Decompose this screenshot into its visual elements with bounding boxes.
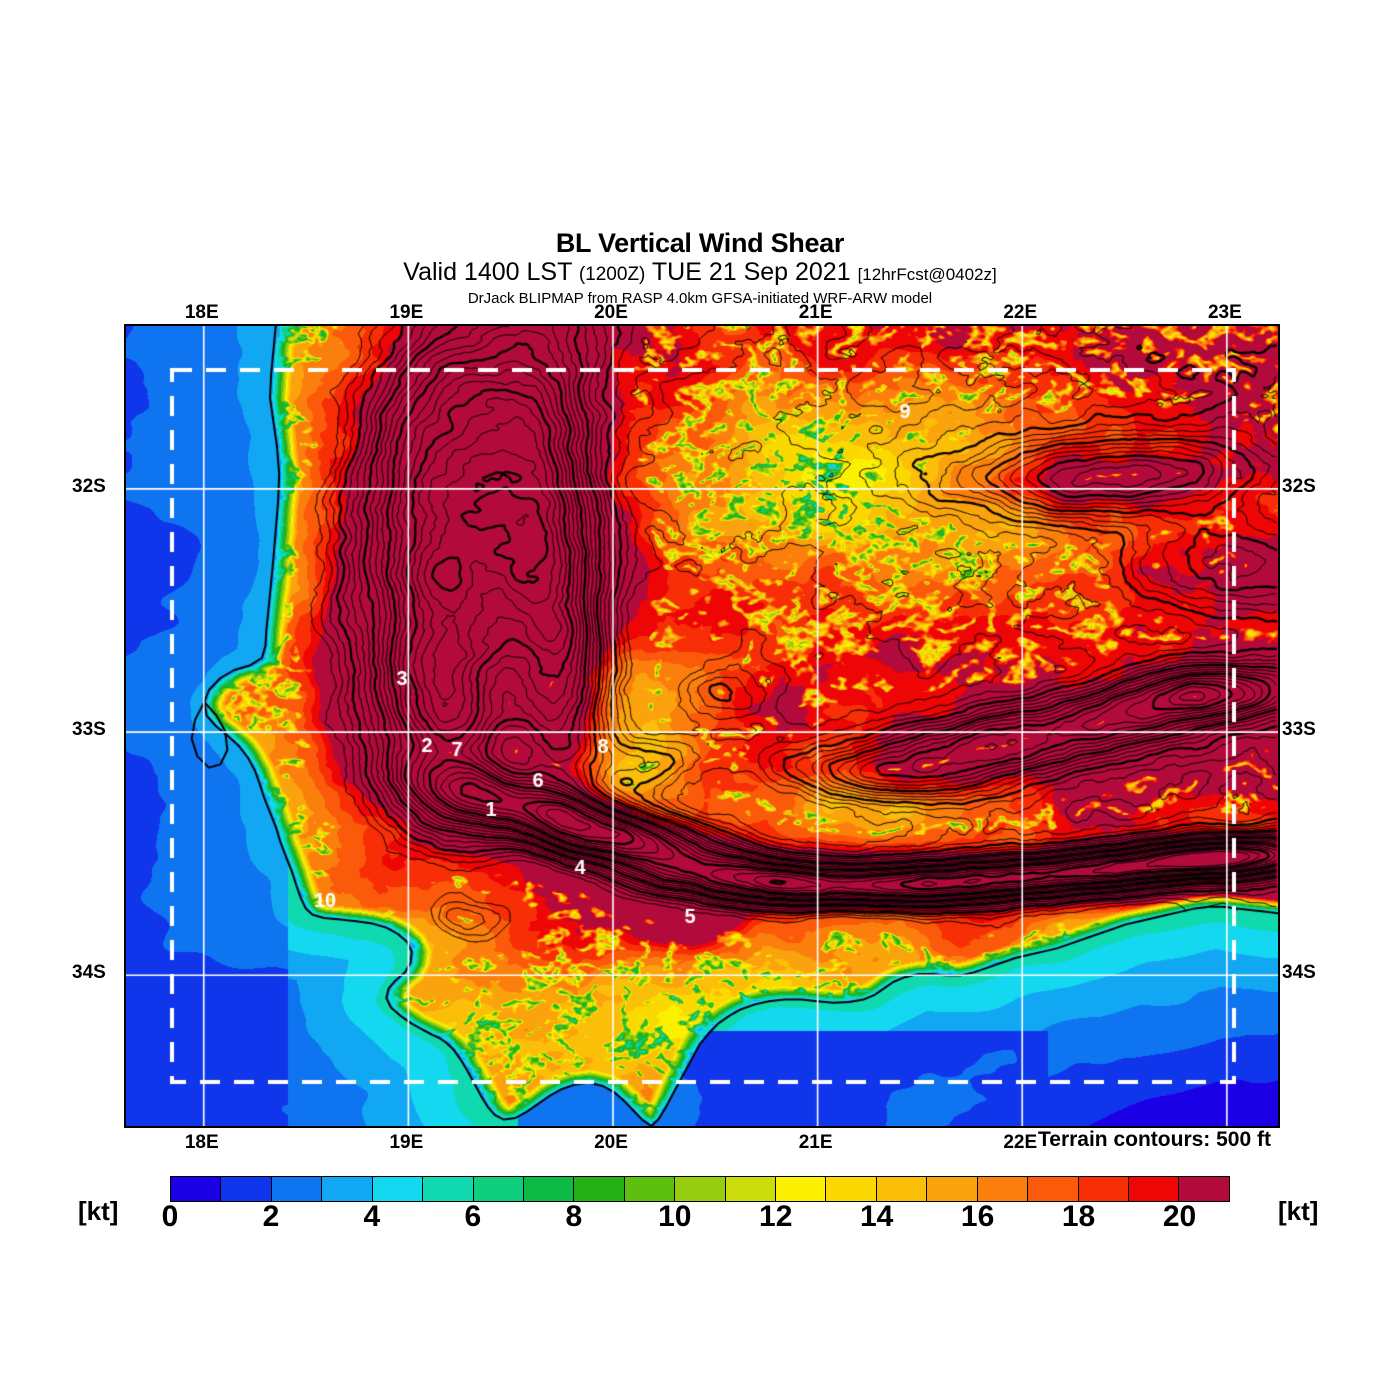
map-plot-area[interactable] bbox=[124, 324, 1280, 1128]
colorbar-tick-label: 0 bbox=[161, 1200, 179, 1233]
axis-label-lon-bottom: 18E bbox=[184, 1132, 219, 1153]
forecast-tag: [12hrFcst@0402z] bbox=[857, 265, 997, 284]
colorbar-tick-label: 16 bbox=[960, 1200, 995, 1233]
colorbar-swatch[interactable] bbox=[372, 1177, 424, 1201]
colorbar-swatch[interactable] bbox=[473, 1177, 524, 1201]
colorbar-swatch[interactable] bbox=[725, 1177, 777, 1201]
colorbar-swatch[interactable] bbox=[1078, 1177, 1130, 1201]
valid-time-line: Valid 1400 LST (1200Z) TUE 21 Sep 2021 [… bbox=[0, 258, 1400, 289]
colorbar-tick-label: 20 bbox=[1162, 1200, 1197, 1233]
axis-label-lat-left: 32S bbox=[72, 475, 106, 497]
axis-label-lat-left: 33S bbox=[72, 719, 106, 741]
colorbar-swatch[interactable] bbox=[171, 1177, 222, 1201]
page-title: BL Vertical Wind Shear bbox=[555, 228, 845, 258]
colorbar-swatch[interactable] bbox=[1129, 1177, 1180, 1201]
colorbar-swatch[interactable] bbox=[776, 1177, 827, 1201]
colorbar-unit-right: [kt] bbox=[1278, 1196, 1319, 1226]
colorbar-tick-label: 8 bbox=[565, 1200, 583, 1233]
terrain-contour-note: Terrain contours: 500 ft bbox=[1038, 1128, 1271, 1151]
axis-label-lon-bottom: 19E bbox=[389, 1132, 424, 1153]
title-block: BL Vertical Wind Shear Valid 1400 LST (1… bbox=[0, 228, 1400, 309]
colorbar[interactable] bbox=[170, 1176, 1230, 1202]
colorbar-swatch[interactable] bbox=[271, 1177, 323, 1201]
axis-label-lon-bottom: 22E bbox=[1003, 1132, 1038, 1153]
colorbar-swatch[interactable] bbox=[574, 1177, 625, 1201]
colorbar-swatch[interactable] bbox=[675, 1177, 726, 1201]
model-source-line: DrJack BLIPMAP from RASP 4.0km GFSA-init… bbox=[467, 290, 933, 307]
colorbar-swatch[interactable] bbox=[977, 1177, 1029, 1201]
colorbar-tick-label: 14 bbox=[859, 1200, 894, 1233]
valid-z: (1200Z) bbox=[578, 264, 646, 285]
colorbar-tick-label: 4 bbox=[363, 1200, 381, 1233]
axis-label-lon-bottom: 20E bbox=[594, 1132, 628, 1153]
colorbar-unit-left: [kt] bbox=[78, 1196, 119, 1226]
axis-label-lon-bottom: 21E bbox=[798, 1132, 833, 1153]
colorbar-swatch[interactable] bbox=[624, 1177, 676, 1201]
colorbar-swatch[interactable] bbox=[876, 1177, 928, 1201]
colorbar-swatch[interactable] bbox=[927, 1177, 978, 1201]
wind-shear-heatmap[interactable] bbox=[126, 326, 1278, 1126]
colorbar-swatch[interactable] bbox=[423, 1177, 474, 1201]
axis-label-lat-right: 34S bbox=[1282, 962, 1316, 984]
valid-prefix: Valid 1400 LST bbox=[403, 258, 572, 286]
colorbar-swatch[interactable] bbox=[826, 1177, 877, 1201]
colorbar-tick-label: 10 bbox=[658, 1200, 692, 1233]
colorbar-swatch[interactable] bbox=[1028, 1177, 1079, 1201]
colorbar-tick-label: 18 bbox=[1061, 1200, 1096, 1233]
colorbar-swatch[interactable] bbox=[221, 1177, 272, 1201]
axis-label-lat-right: 32S bbox=[1282, 475, 1316, 497]
axis-label-lon-top: 19E bbox=[389, 302, 424, 323]
axis-label-lon-top: 23E bbox=[1207, 302, 1242, 323]
colorbar-swatch[interactable] bbox=[523, 1177, 575, 1201]
axis-label-lat-right: 33S bbox=[1282, 719, 1316, 741]
colorbar-tick-label: 2 bbox=[262, 1200, 280, 1233]
axis-label-lon-top: 21E bbox=[798, 302, 833, 323]
axis-label-lon-top: 18E bbox=[184, 302, 219, 323]
axis-label-lon-top: 22E bbox=[1003, 302, 1038, 323]
axis-label-lat-left: 34S bbox=[72, 962, 106, 984]
colorbar-tick-label: 12 bbox=[759, 1200, 793, 1233]
colorbar-swatch[interactable] bbox=[1179, 1177, 1229, 1201]
valid-date: TUE 21 Sep 2021 bbox=[651, 258, 851, 286]
axis-label-lon-top: 20E bbox=[594, 302, 628, 323]
colorbar-swatch[interactable] bbox=[322, 1177, 373, 1201]
colorbar-tick-label: 6 bbox=[464, 1200, 482, 1233]
